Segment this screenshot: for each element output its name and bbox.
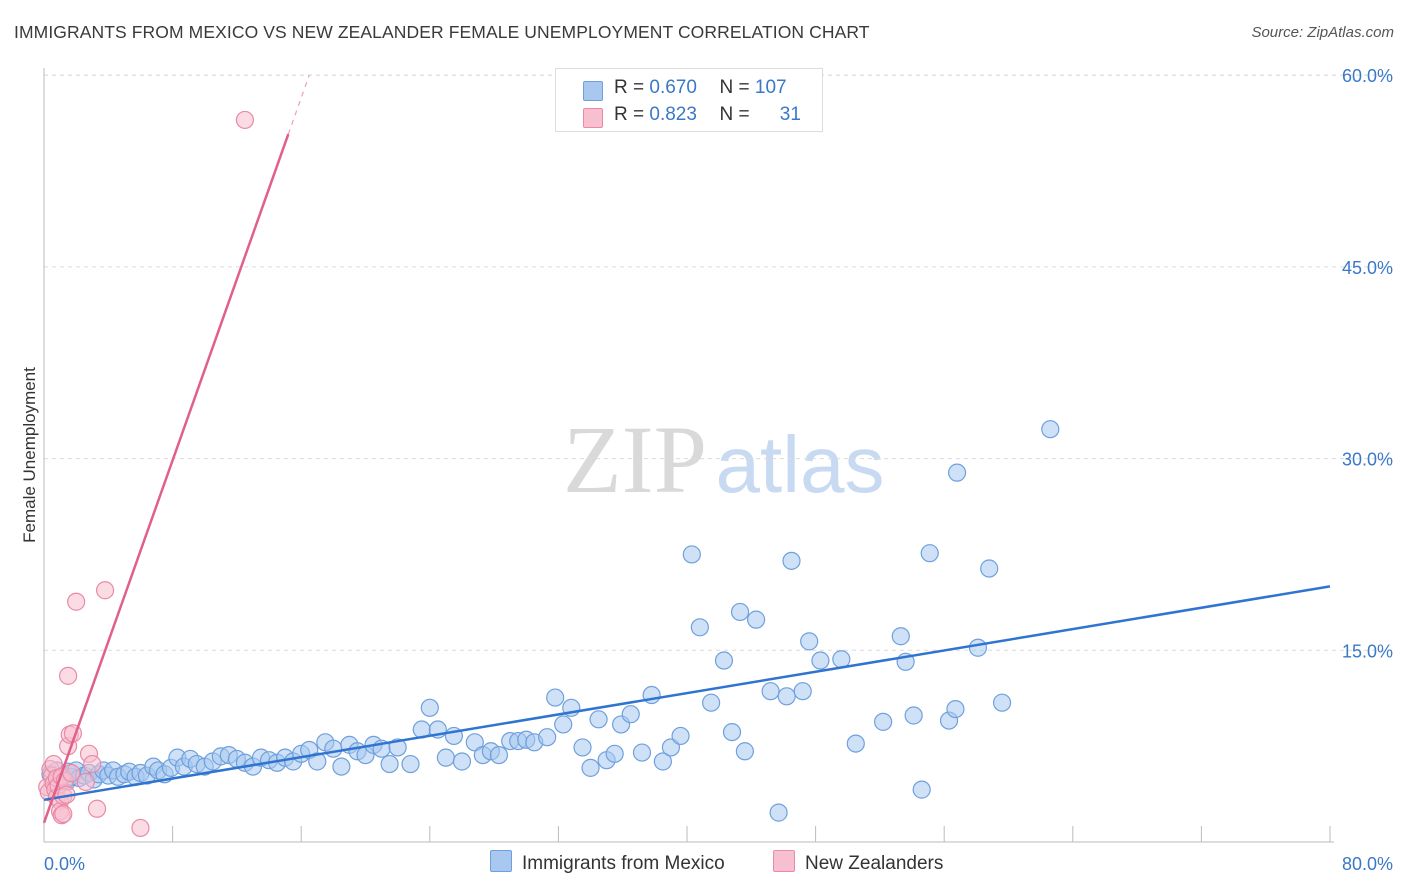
mexico-point	[589, 710, 608, 729]
mexico-point	[308, 752, 327, 771]
mexico-point	[832, 650, 851, 669]
mexico-point	[904, 706, 923, 725]
mexico-point	[947, 463, 967, 482]
mexico-point	[332, 757, 351, 776]
mexico-point	[538, 728, 557, 747]
mexico-point	[761, 682, 780, 701]
mexico-point	[581, 758, 600, 777]
new-zealander-point	[59, 666, 78, 685]
new-zealander-point	[87, 799, 107, 818]
mexico-point	[874, 712, 893, 731]
mexico-point	[653, 752, 672, 771]
watermark-zip: ZIP	[563, 406, 707, 513]
mexico-point	[722, 722, 742, 742]
r-value: 0.670	[649, 77, 697, 98]
new-zealander-point	[67, 592, 86, 611]
r-label: R =	[614, 77, 645, 98]
n-label: N =	[719, 77, 750, 98]
r-label: R =	[614, 104, 645, 125]
mexico-point	[388, 738, 407, 757]
n-value: 31	[779, 104, 801, 125]
mexico-point	[702, 693, 721, 712]
mexico-point	[992, 693, 1012, 712]
legend-item-mexico[interactable]: Immigrants from Mexico	[490, 850, 725, 875]
n-value: 107	[754, 77, 787, 98]
r-value: 0.823	[649, 104, 697, 125]
x-tick-label: 0.0%	[44, 854, 85, 874]
new-zealander-point	[54, 804, 73, 823]
legend-swatch-new-zealanders	[773, 850, 795, 872]
mexico-point	[811, 651, 830, 670]
mexico-point	[735, 742, 754, 761]
y-tick-label: 60.0%	[1342, 66, 1393, 86]
mexico-point	[714, 651, 734, 670]
mexico-point	[682, 545, 701, 564]
new-zealander-point	[235, 110, 255, 130]
x-tick-label: 80.0%	[1342, 854, 1393, 874]
mexico-point	[436, 748, 455, 767]
mexico-point	[605, 744, 624, 763]
new-zealander-trend-line-extension	[287, 74, 310, 135]
chart-title: IMMIGRANTS FROM MEXICO VS NEW ZEALANDER …	[14, 22, 870, 42]
mexico-point	[891, 627, 910, 646]
mexico-point	[573, 738, 592, 757]
mexico-trend-line	[43, 585, 1331, 802]
legend-item-new-zealanders[interactable]: New Zealanders	[773, 850, 943, 875]
mexico-point	[946, 699, 965, 719]
mexico-point	[380, 754, 399, 774]
watermark-atlas: atlas	[716, 420, 885, 509]
correlation-stats-box: R = 0.670 N = 107 R = 0.823 N = 31	[555, 68, 823, 132]
mexico-point	[690, 618, 709, 637]
mexico-point	[621, 705, 640, 724]
new-zealander-trend-line	[42, 133, 290, 824]
y-tick-label: 30.0%	[1342, 450, 1393, 470]
mexico-point	[793, 682, 812, 701]
mexico-point	[747, 610, 766, 629]
mexico-point	[554, 715, 573, 734]
mexico-point	[465, 733, 484, 752]
y-tick-label: 45.0%	[1342, 258, 1393, 278]
legend-label: Immigrants from Mexico	[522, 853, 725, 874]
mexico-point	[730, 602, 750, 622]
new-zealander-point	[131, 818, 150, 838]
mexico-point	[546, 688, 565, 707]
n-label: N =	[719, 104, 750, 125]
mexico-point	[324, 739, 343, 758]
mexico-point	[1041, 420, 1060, 439]
mexico-point	[846, 734, 865, 753]
mexico-point	[777, 687, 796, 706]
mexico-point	[912, 780, 931, 799]
mexico-point	[452, 752, 472, 771]
mexico-point	[800, 632, 819, 651]
legend-swatch-mexico	[490, 850, 512, 872]
legend-label: New Zealanders	[805, 853, 944, 874]
source-label: Source: ZipAtlas.com	[1251, 24, 1394, 41]
new-zealander-point	[76, 772, 95, 792]
mexico-swatch	[583, 81, 603, 101]
mexico-point	[671, 726, 690, 746]
mexico-point	[489, 745, 509, 765]
new-zealanders-swatch	[583, 108, 603, 128]
mexico-point	[782, 551, 801, 570]
mexico-point	[920, 544, 939, 563]
mexico-point	[401, 754, 420, 774]
mexico-point	[769, 803, 788, 822]
y-tick-label: 15.0%	[1342, 641, 1393, 661]
new-zealander-point	[83, 754, 102, 774]
mexico-point	[980, 559, 999, 578]
new-zealander-point	[95, 581, 115, 600]
mexico-point	[420, 698, 439, 717]
mexico-point	[968, 638, 988, 657]
mexico-point	[632, 743, 652, 762]
